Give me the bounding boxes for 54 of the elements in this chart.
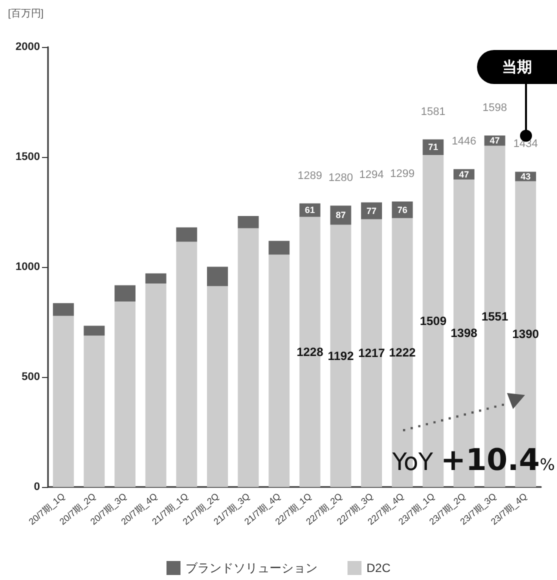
data-label: 1192: [328, 348, 354, 363]
bar: [145, 284, 166, 487]
data-label: 1398: [450, 326, 478, 340]
bar: [330, 206, 352, 225]
y-tick-label: 1000: [16, 261, 40, 273]
bar: [84, 336, 105, 487]
data-label: 47: [458, 169, 469, 180]
callout-tag: 当期: [477, 50, 557, 84]
y-axis-title: [百万円]: [8, 8, 44, 20]
bar: [206, 286, 228, 487]
total-label: 1598: [482, 102, 508, 114]
bar: [330, 224, 352, 487]
bar: [176, 242, 198, 487]
data-label: 1551: [481, 309, 508, 324]
data-label: 71: [428, 142, 438, 152]
data-label: 1509: [420, 314, 447, 328]
bar: [268, 254, 290, 487]
y-tick-label: 500: [22, 371, 40, 383]
total-label: 1289: [298, 170, 322, 182]
bar: [238, 228, 259, 487]
total-label: 1280: [328, 172, 353, 184]
bar: [52, 316, 74, 487]
data-label: 77: [366, 206, 377, 216]
legend-label: ブランドソリューション: [185, 561, 318, 575]
annotation: YoY +10.4%: [392, 443, 555, 478]
total-label: 1294: [359, 168, 384, 181]
total-label: 1299: [390, 168, 415, 180]
data-label: 61: [304, 205, 315, 216]
bar: [84, 326, 105, 336]
data-label: 47: [490, 136, 500, 146]
data-label: 1390: [512, 327, 540, 342]
y-tick-label: 1500: [16, 151, 40, 163]
bar: [422, 139, 444, 156]
bar: [52, 303, 74, 316]
bar: [114, 302, 136, 487]
data-label: 1217: [358, 346, 386, 360]
data-label: 76: [397, 204, 408, 215]
bar: [268, 240, 290, 255]
bar: [361, 202, 382, 220]
y-tick-label: 0: [34, 481, 40, 493]
bar: [176, 227, 198, 242]
bar: [114, 285, 136, 302]
bar: [238, 216, 259, 228]
total-label: 1446: [452, 136, 476, 148]
y-tick-label: 2000: [16, 41, 40, 53]
bar: [361, 219, 382, 487]
legend-label: D2C: [366, 561, 391, 575]
data-label: 1228: [296, 344, 324, 359]
data-label: 1222: [388, 346, 416, 360]
bar: [206, 266, 228, 286]
data-label: 87: [336, 210, 346, 220]
data-label: 43: [520, 171, 531, 182]
total-label: 1581: [420, 106, 446, 118]
bar: [145, 273, 166, 284]
